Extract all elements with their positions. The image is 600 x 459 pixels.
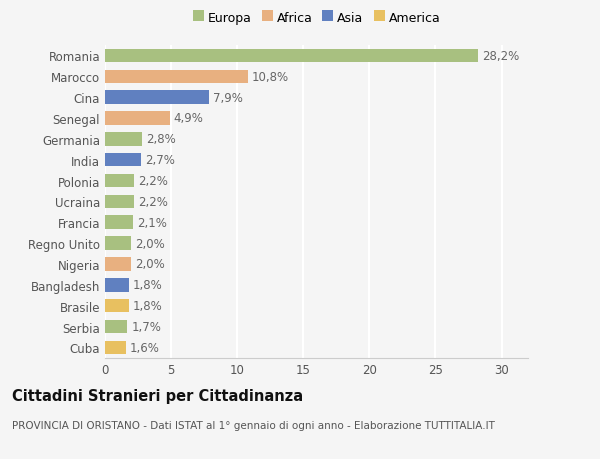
Bar bbox=[105, 299, 129, 313]
Bar bbox=[105, 195, 134, 209]
Bar bbox=[105, 174, 134, 188]
Text: 2,1%: 2,1% bbox=[137, 216, 167, 229]
Text: 7,9%: 7,9% bbox=[214, 91, 243, 104]
Text: 2,0%: 2,0% bbox=[136, 237, 165, 250]
Text: 28,2%: 28,2% bbox=[482, 50, 519, 63]
Bar bbox=[105, 70, 248, 84]
Text: 2,2%: 2,2% bbox=[138, 196, 168, 208]
Bar bbox=[105, 320, 127, 334]
Text: 4,9%: 4,9% bbox=[174, 112, 203, 125]
Text: 1,6%: 1,6% bbox=[130, 341, 160, 354]
Text: 2,7%: 2,7% bbox=[145, 154, 175, 167]
Bar bbox=[105, 133, 142, 146]
Bar bbox=[105, 279, 129, 292]
Bar bbox=[105, 341, 126, 354]
Bar bbox=[105, 237, 131, 250]
Text: 1,7%: 1,7% bbox=[131, 320, 161, 333]
Text: 1,8%: 1,8% bbox=[133, 279, 163, 291]
Bar bbox=[105, 257, 131, 271]
Text: Cittadini Stranieri per Cittadinanza: Cittadini Stranieri per Cittadinanza bbox=[12, 388, 303, 403]
Text: 2,2%: 2,2% bbox=[138, 175, 168, 188]
Bar bbox=[105, 50, 478, 63]
Bar bbox=[105, 154, 140, 167]
Legend: Europa, Africa, Asia, America: Europa, Africa, Asia, America bbox=[193, 11, 440, 24]
Text: 10,8%: 10,8% bbox=[252, 71, 289, 84]
Bar bbox=[105, 91, 209, 105]
Text: 2,0%: 2,0% bbox=[136, 258, 165, 271]
Text: 1,8%: 1,8% bbox=[133, 300, 163, 313]
Bar bbox=[105, 112, 170, 125]
Text: 2,8%: 2,8% bbox=[146, 133, 176, 146]
Bar bbox=[105, 216, 133, 230]
Text: PROVINCIA DI ORISTANO - Dati ISTAT al 1° gennaio di ogni anno - Elaborazione TUT: PROVINCIA DI ORISTANO - Dati ISTAT al 1°… bbox=[12, 420, 495, 430]
